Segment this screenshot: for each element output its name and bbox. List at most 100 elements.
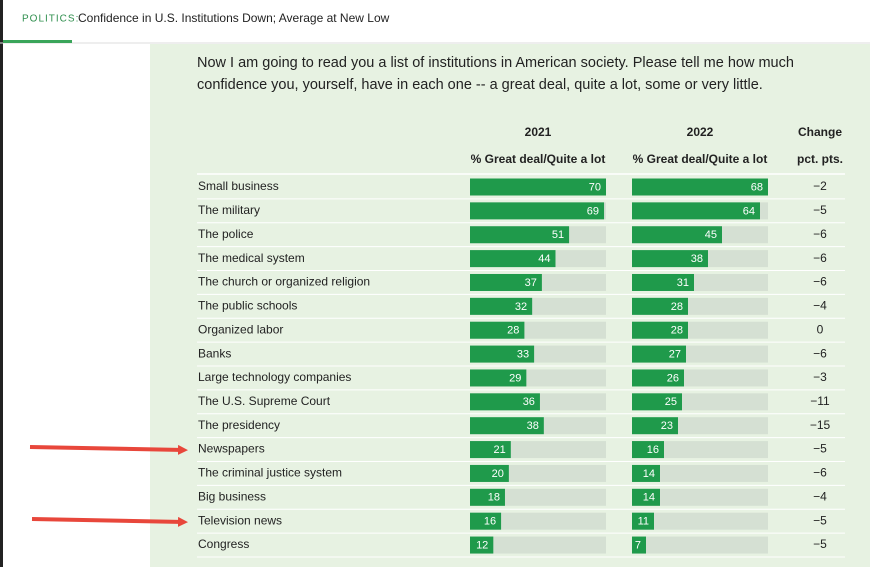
bar-value: 28 [671, 301, 683, 313]
change-value: −4 [813, 299, 827, 313]
arrow [29, 444, 188, 455]
bar [632, 369, 684, 387]
row-label: Big business [198, 489, 266, 503]
change-value: −5 [813, 442, 827, 456]
bar-value: 70 [589, 181, 601, 193]
bar [632, 393, 682, 411]
change-value: −2 [813, 179, 827, 193]
bar [632, 464, 660, 482]
column-header: 2021 [525, 125, 552, 139]
bar [470, 441, 511, 459]
bar-value: 7 [635, 539, 641, 551]
row-label: Small business [198, 179, 279, 193]
bar-value: 31 [677, 277, 689, 289]
change-value: −5 [813, 203, 827, 217]
row-label: Newspapers [198, 442, 265, 456]
bar [632, 345, 686, 363]
bar-track [470, 512, 606, 530]
bar-value: 64 [743, 205, 755, 217]
change-value: −3 [813, 370, 827, 384]
bar [632, 250, 708, 268]
bar-value: 45 [705, 229, 717, 241]
section-label[interactable]: POLITICS: [22, 14, 79, 25]
change-value: −6 [813, 275, 827, 289]
bar-value: 26 [667, 372, 679, 384]
bar-value: 69 [587, 205, 599, 217]
column-subheader: % Great deal/Quite a lot [471, 152, 606, 166]
bar [632, 488, 660, 506]
row-label: The U.S. Supreme Court [198, 394, 331, 408]
bar-value: 20 [492, 468, 504, 480]
bar [632, 226, 722, 244]
bar [632, 417, 678, 435]
row-label: The military [198, 203, 260, 217]
row-label: Banks [198, 346, 231, 360]
bar-value: 28 [671, 325, 683, 337]
bar-value: 11 [638, 516, 649, 528]
bar-value: 38 [527, 420, 539, 432]
bar-value: 33 [517, 348, 529, 360]
change-value: −6 [813, 227, 827, 241]
bar [470, 226, 570, 244]
bar-value: 68 [751, 181, 763, 193]
row-label: The church or organized religion [198, 275, 370, 289]
change-value: −6 [813, 346, 827, 360]
bar-value: 29 [509, 372, 521, 384]
row-label: The presidency [198, 418, 280, 432]
bar [470, 297, 533, 315]
bar [632, 321, 688, 339]
bar-track [470, 536, 606, 554]
column-subheader: % Great deal/Quite a lot [633, 152, 768, 166]
change-value: 0 [817, 322, 824, 336]
bar-value: 25 [665, 396, 677, 408]
bar-value: 37 [525, 277, 537, 289]
change-value: −5 [813, 513, 827, 527]
change-value: −11 [810, 394, 830, 408]
bar-value: 36 [523, 396, 535, 408]
row-label: The criminal justice system [198, 466, 342, 480]
bar-value: 12 [476, 539, 488, 551]
change-value: −5 [813, 537, 827, 551]
change-value: −4 [813, 489, 827, 503]
bar [470, 536, 494, 554]
bar-value: 32 [515, 301, 527, 313]
bar-value: 28 [507, 325, 519, 337]
row-label: The public schools [198, 299, 297, 313]
bar [470, 345, 535, 363]
bar-value: 16 [647, 444, 659, 456]
bar-value: 21 [494, 444, 506, 456]
question-box: Now I am going to read you a list of ins… [197, 55, 794, 93]
header-title[interactable]: Confidence in U.S. Institutions Down; Av… [78, 11, 390, 25]
bar-value: 16 [484, 516, 496, 528]
bar [470, 393, 540, 411]
bar [470, 250, 556, 268]
bar-value: 38 [691, 253, 703, 265]
bar [470, 321, 525, 339]
row-label: The police [198, 227, 254, 241]
bar-track [632, 488, 768, 506]
bar [632, 202, 760, 220]
change-value: −6 [813, 466, 827, 480]
bar [470, 464, 509, 482]
bar [470, 369, 527, 387]
column-header: 2022 [687, 125, 714, 139]
bar-value: 23 [661, 420, 673, 432]
bar-track [632, 536, 768, 554]
arrow [31, 516, 188, 527]
bar [632, 273, 694, 291]
bar-value: 27 [669, 348, 681, 360]
question: Now I am going to read you a list of ins… [197, 55, 794, 93]
row-label: Large technology companies [198, 370, 351, 384]
bar-track [632, 441, 768, 459]
bar [470, 178, 606, 196]
column-header: Change [798, 125, 842, 139]
bar [470, 202, 605, 220]
column-subheader: pct. pts. [797, 152, 843, 166]
bar [632, 441, 664, 459]
row-label: Television news [198, 513, 282, 527]
tab-underline [3, 40, 72, 43]
bar-track [632, 464, 768, 482]
bar [632, 297, 688, 315]
bar [632, 512, 654, 530]
